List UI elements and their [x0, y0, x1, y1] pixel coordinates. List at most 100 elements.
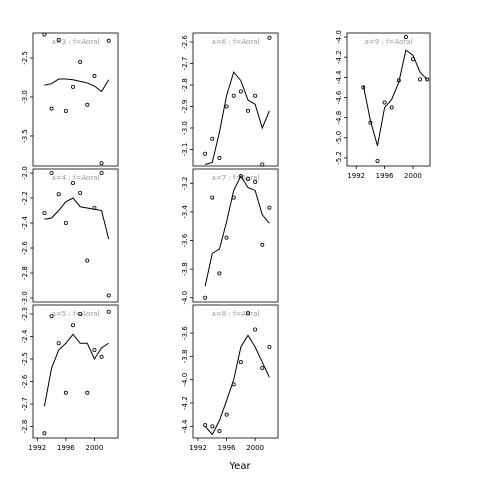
y-tick-label: -3.0 [21, 291, 29, 305]
data-point [260, 162, 265, 167]
data-point [78, 190, 83, 195]
y-tick-label: -4.0 [181, 291, 189, 305]
data-point [49, 170, 54, 175]
data-point [382, 100, 387, 105]
x-tick-label: 2000 [404, 172, 422, 180]
data-point [63, 220, 68, 225]
y-tick-label: -2.6 [181, 35, 189, 49]
data-point [203, 295, 208, 300]
data-point [63, 390, 68, 395]
panel-frame [32, 168, 119, 303]
data-point [224, 104, 229, 109]
data-point [49, 106, 54, 111]
y-tick-label: -2.5 [21, 352, 29, 366]
data-point [71, 84, 76, 89]
data-point [92, 73, 97, 78]
data-point [99, 170, 104, 175]
y-tick-label: -2.3 [21, 307, 29, 321]
y-tick-label: -2.7 [181, 57, 189, 71]
fit-line [204, 334, 270, 436]
y-tick-label: -2.6 [21, 241, 29, 255]
fit-line [362, 49, 428, 146]
panel-frame [192, 304, 279, 439]
y-tick-label: -2.7 [21, 397, 29, 411]
y-tick-label: -2.5 [21, 51, 29, 65]
y-tick-label: -2.2 [21, 191, 29, 205]
y-tick-label: -3.8 [181, 349, 189, 363]
data-point [203, 423, 208, 428]
panel-title: a=5 : f=Aoral [52, 310, 100, 318]
data-point [231, 93, 236, 98]
y-tick-label: -3.2 [181, 176, 189, 190]
panel-title: a=8 : f=Aoral [212, 310, 260, 318]
panel-frame [32, 304, 119, 439]
data-point [245, 177, 250, 182]
data-point [253, 93, 258, 98]
panel-frame [346, 32, 431, 167]
data-point [403, 35, 408, 40]
data-point [78, 312, 83, 317]
data-point [56, 341, 61, 346]
data-point [85, 390, 90, 395]
y-tick-label: -3.8 [181, 262, 189, 276]
data-point [210, 195, 215, 200]
panel-title: a=6 : f=Aoral [212, 38, 260, 46]
data-point [106, 293, 111, 298]
y-tick-label: -4.2 [181, 396, 189, 410]
y-tick-label: -5.2 [335, 151, 343, 165]
data-point [99, 354, 104, 359]
y-tick-label: -3.0 [21, 90, 29, 104]
y-tick-label: -4.0 [335, 30, 343, 44]
data-point [260, 365, 265, 370]
y-tick-label: -2.4 [21, 329, 29, 343]
panel-title: a=9 : f=Aoral [365, 38, 413, 46]
data-point [389, 105, 394, 110]
x-tick-label: 1992 [347, 172, 365, 180]
y-tick-label: -2.4 [21, 216, 29, 230]
data-point [203, 151, 208, 156]
data-point [217, 428, 222, 433]
panel-frame [192, 32, 279, 167]
y-tick-label: -3.6 [181, 233, 189, 247]
x-tick-label: 2000 [86, 444, 104, 452]
x-tick-label: 1996 [376, 172, 394, 180]
data-point [210, 424, 215, 429]
panel-title: a=3 : f=Aoral [52, 38, 100, 46]
y-tick-label: -2.6 [21, 374, 29, 388]
y-tick-label: -2.8 [21, 420, 29, 434]
fit-line [44, 197, 110, 240]
data-point [42, 32, 47, 37]
data-point [245, 311, 250, 316]
data-point [56, 192, 61, 197]
data-point [78, 59, 83, 64]
data-point [238, 360, 243, 365]
data-point [92, 348, 97, 353]
data-point [425, 77, 430, 82]
y-tick-label: -4.2 [335, 50, 343, 64]
data-point [267, 35, 272, 40]
panel-frame [32, 32, 119, 167]
data-point [42, 210, 47, 215]
fit-line [204, 175, 270, 287]
fit-line [204, 71, 270, 165]
y-tick-label: -4.4 [335, 70, 343, 84]
panel-title: a=7 : f=Aoral [212, 174, 260, 182]
y-tick-label: -4.6 [335, 90, 343, 104]
y-tick-label: -2.0 [21, 166, 29, 180]
y-tick-label: -4.0 [181, 373, 189, 387]
y-tick-label: -2.8 [21, 266, 29, 280]
y-tick-label: -3.4 [181, 205, 189, 219]
data-point [63, 109, 68, 114]
x-axis-label: Year [228, 461, 251, 472]
x-tick-label: 1992 [189, 444, 207, 452]
x-tick-label: 2000 [246, 444, 264, 452]
data-point [267, 205, 272, 210]
data-point [238, 89, 243, 94]
data-point [418, 77, 423, 82]
data-point [253, 179, 258, 184]
y-tick-label: -4.4 [181, 419, 189, 433]
data-point [267, 344, 272, 349]
data-point [245, 108, 250, 113]
data-point [260, 242, 265, 247]
